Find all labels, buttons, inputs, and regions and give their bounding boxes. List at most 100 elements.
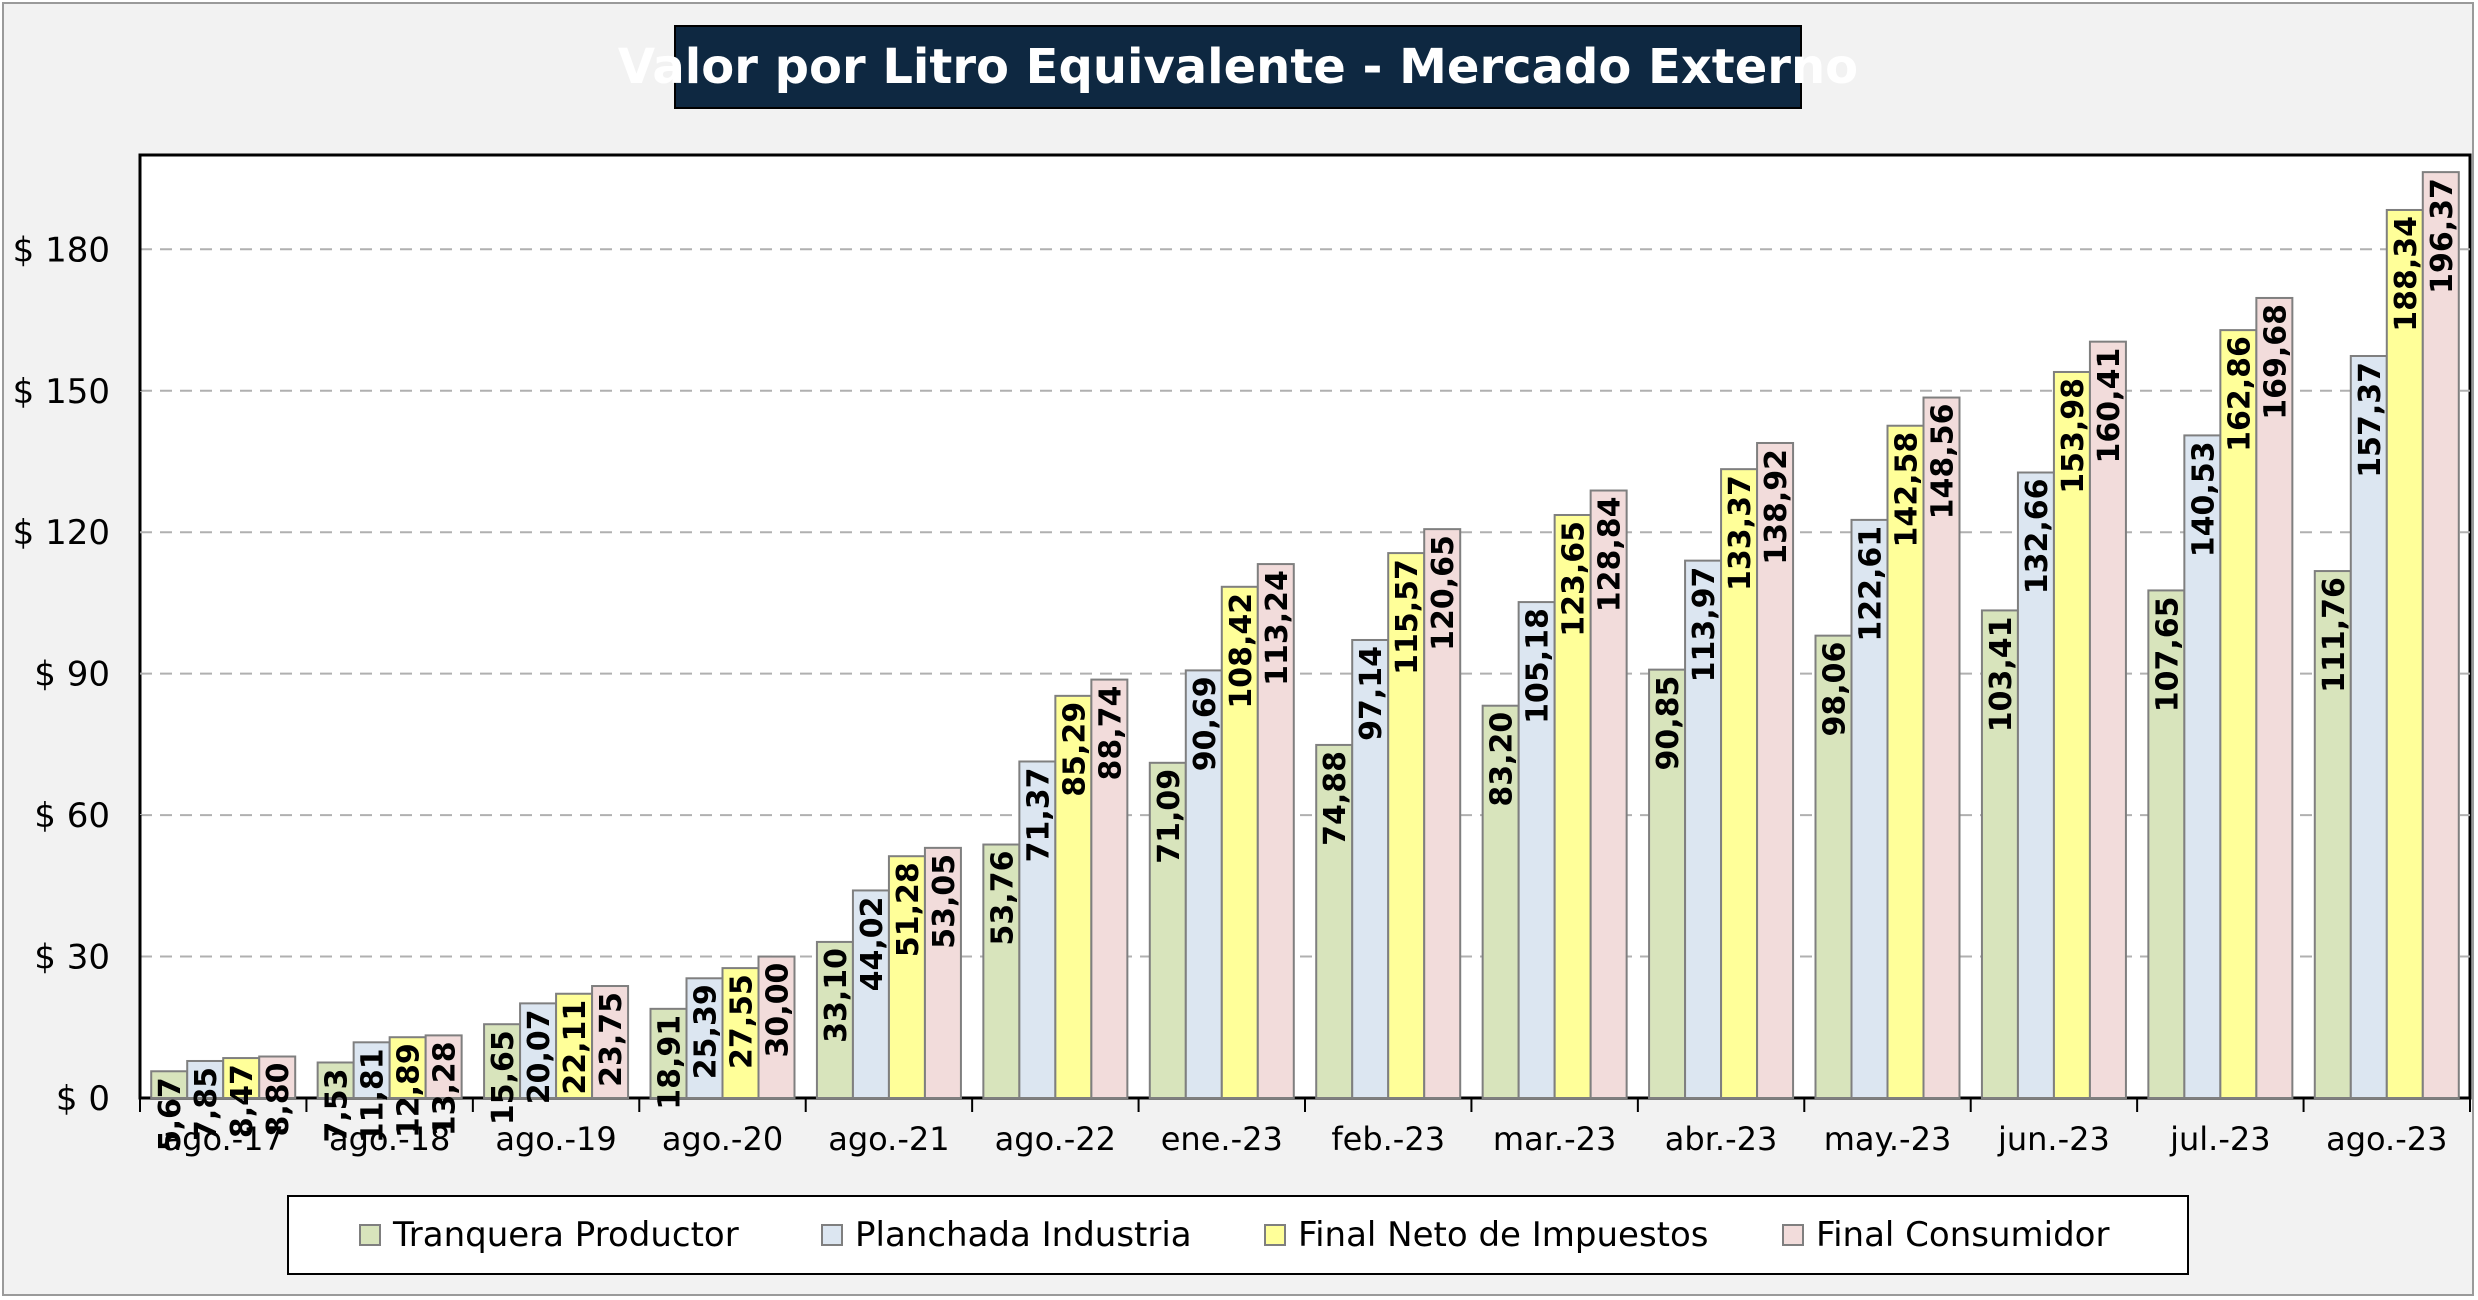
data-label: 5,67 (153, 1077, 188, 1151)
legend-item-2: Final Neto de Impuestos (1264, 1197, 1709, 1273)
chart-legend: Tranquera Productor Planchada Industria … (287, 1195, 2189, 1275)
bar (1315, 743, 1354, 1099)
data-label: 8,47 (225, 1064, 260, 1138)
bar (2313, 570, 2352, 1099)
data-label: 97,14 (1354, 646, 1389, 741)
bar (1387, 552, 1426, 1099)
data-label: 7,85 (189, 1067, 224, 1141)
data-label: 113,97 (1687, 567, 1722, 683)
x-tick-label: ago.-22 (995, 1120, 1116, 1158)
bar (483, 1023, 522, 1099)
data-label: 103,41 (1984, 616, 2019, 732)
legend-swatch-3 (1782, 1224, 1804, 1246)
bar (815, 940, 854, 1099)
x-tick-label: abr.-23 (1665, 1120, 1778, 1158)
bar (2421, 171, 2460, 1099)
legend-swatch-0 (359, 1224, 381, 1246)
bar (388, 1036, 427, 1099)
legend-item-1: Planchada Industria (821, 1197, 1192, 1273)
data-label: 11,81 (356, 1048, 391, 1143)
data-label: 23,75 (594, 992, 629, 1087)
data-label: 18,91 (653, 1015, 688, 1110)
x-tick-label: ago.-21 (828, 1120, 949, 1158)
data-label: 123,65 (1557, 521, 1592, 637)
data-label: 51,28 (891, 862, 926, 957)
bar (424, 1034, 463, 1099)
data-label: 25,39 (689, 984, 724, 1079)
bar (982, 843, 1021, 1099)
data-label: 162,86 (2222, 336, 2257, 452)
bar (2016, 471, 2055, 1099)
data-label: 27,55 (725, 974, 760, 1069)
data-label: 22,11 (558, 1000, 593, 1095)
legend-label-1: Planchada Industria (855, 1215, 1192, 1255)
data-label: 111,76 (2317, 577, 2352, 693)
x-tick-label: jun.-23 (1997, 1120, 2110, 1158)
chart-title-box: Valor por Litro Equivalente - Mercado Ex… (618, 25, 1858, 109)
bar (1980, 609, 2019, 1100)
data-label: 140,53 (2186, 441, 2221, 557)
data-label: 107,65 (2150, 596, 2185, 712)
bar (1589, 489, 1628, 1099)
bar (1850, 518, 1889, 1099)
x-tick-label: ene.-23 (1161, 1120, 1283, 1158)
bar (923, 846, 962, 1100)
data-label: 12,89 (392, 1043, 427, 1138)
x-tick-label: feb.-23 (1331, 1120, 1445, 1158)
bar (1517, 601, 1556, 1099)
data-label: 133,37 (1723, 475, 1758, 591)
data-label: 132,66 (2020, 479, 2055, 595)
data-label: 113,24 (1260, 570, 1295, 686)
x-tick-label: ago.-20 (662, 1120, 783, 1158)
data-label: 53,05 (927, 854, 962, 949)
chart-title: Valor por Litro Equivalente - Mercado Ex… (617, 39, 1859, 95)
data-label: 169,68 (2258, 304, 2293, 420)
bar (1886, 424, 1925, 1099)
data-label: 71,09 (1152, 769, 1187, 864)
data-label: 90,85 (1651, 676, 1686, 771)
bar (1720, 468, 1759, 1099)
x-tick-label: mar.-23 (1493, 1120, 1616, 1158)
data-label: 128,84 (1593, 497, 1628, 613)
bar (2255, 296, 2294, 1099)
x-tick-label: may.-23 (1824, 1120, 1952, 1158)
data-label: 153,98 (2056, 378, 2091, 494)
data-label: 196,37 (2425, 178, 2460, 294)
y-tick-label: $ 30 (34, 938, 110, 978)
data-label: 30,00 (761, 963, 796, 1058)
legend-item-3: Final Consumidor (1782, 1197, 2109, 1273)
bar (591, 985, 630, 1099)
data-label: 138,92 (1759, 449, 1794, 565)
bar (352, 1041, 391, 1099)
data-label: 188,34 (2389, 216, 2424, 332)
bar (1481, 704, 1520, 1099)
data-label: 83,20 (1485, 712, 1520, 807)
bar (1220, 585, 1259, 1099)
y-tick-label: $ 120 (13, 513, 110, 553)
bar (1922, 396, 1961, 1099)
y-tick-label: $ 60 (34, 796, 110, 836)
bar (150, 1070, 189, 1100)
legend-label-0: Tranquera Productor (393, 1215, 739, 1255)
bar (757, 955, 796, 1099)
data-label: 157,37 (2353, 362, 2388, 478)
data-label: 13,28 (428, 1041, 463, 1136)
bar (1256, 563, 1295, 1099)
legend-item-0: Tranquera Productor (359, 1197, 739, 1273)
bar (222, 1057, 261, 1100)
legend-swatch-1 (821, 1224, 843, 1246)
bar (2385, 208, 2424, 1099)
y-tick-label: $ 0 (56, 1079, 110, 1119)
bar (519, 1002, 558, 1099)
data-label: 105,18 (1521, 608, 1556, 724)
data-label: 53,76 (985, 851, 1020, 946)
data-label: 88,74 (1093, 686, 1128, 781)
y-tick-label: $ 180 (13, 230, 110, 270)
bar (1423, 528, 1462, 1099)
x-tick-label: ago.-17 (163, 1120, 284, 1158)
bar (685, 977, 724, 1099)
bar (1814, 634, 1853, 1099)
data-label: 15,65 (486, 1030, 521, 1125)
legend-label-3: Final Consumidor (1816, 1215, 2110, 1255)
bar (1648, 668, 1687, 1100)
